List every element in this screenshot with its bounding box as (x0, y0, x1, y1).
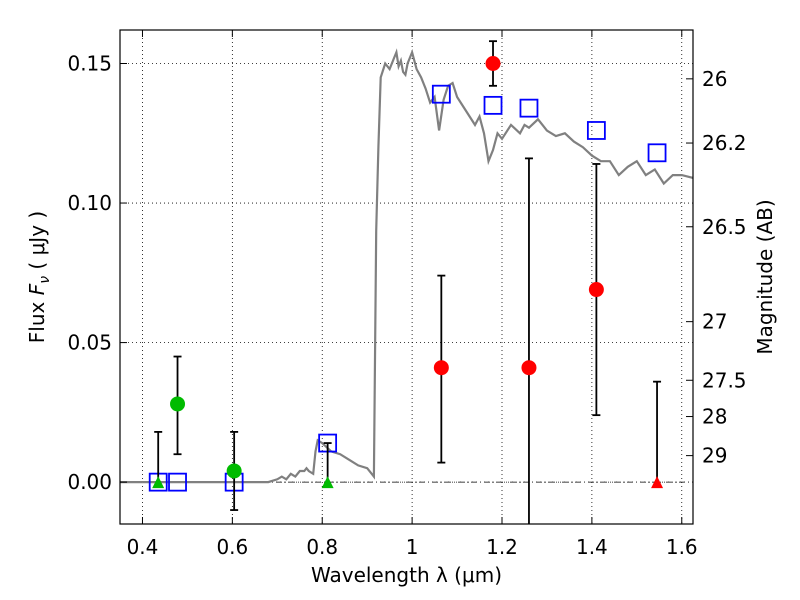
y-axis-title-symbol: F (25, 283, 49, 295)
y2-tick-label: 29 (702, 444, 727, 468)
model-square-marker (519, 98, 539, 118)
y2-tick-label: 27 (702, 310, 727, 334)
y2-tick-label: 26.2 (702, 131, 747, 155)
upper-limit-marker (152, 476, 165, 489)
model-square-marker (431, 84, 451, 104)
y-tick-label: 0.15 (67, 51, 112, 75)
data-point (485, 55, 501, 71)
data-point (433, 360, 449, 376)
x-tick-label: 1.2 (486, 535, 518, 559)
y-axis-title-suffix: ( μJy ) (25, 211, 49, 276)
y2-tick-label: 26.5 (702, 215, 747, 239)
y-tick-label: 0.00 (67, 470, 112, 494)
model-square-marker (586, 121, 606, 140)
model-square-marker (647, 143, 667, 163)
upper-limit-marker (651, 476, 664, 489)
sed-model-line (120, 48, 693, 484)
grid-layer (120, 30, 693, 524)
data-point (170, 396, 186, 412)
data-point (521, 360, 537, 376)
plot-layer (120, 40, 693, 524)
x-tick-label: 0.8 (306, 535, 338, 559)
y-axis-title-prefix: Flux (25, 295, 49, 343)
y-axis-title: Flux Fν ( μJy ) (25, 211, 53, 343)
data-point (226, 463, 242, 479)
data-point (588, 282, 604, 298)
tick-layer: 0.4 0.6 0.8 1 1.2 1.4 1.6 0.00 0.05 0.10 0.15 26 26.… (67, 30, 747, 559)
x-tick-label: 1.4 (576, 535, 608, 559)
x-tick-label: 0.4 (127, 535, 159, 559)
y2-tick-label: 26 (702, 67, 727, 91)
y2-tick-label: 28 (702, 405, 727, 429)
plot-frame (119, 29, 694, 525)
model-square-marker (168, 472, 187, 492)
x-tick-label: 1.6 (666, 535, 698, 559)
model-square-marker (483, 95, 503, 115)
upper-limit-marker (321, 476, 334, 489)
x-tick-label: 0.6 (216, 535, 248, 559)
y2-tick-label: 27.5 (702, 368, 747, 392)
x-axis-title: Wavelength λ (μm) (311, 563, 502, 587)
x-tick-label: 1 (406, 535, 419, 559)
y-tick-label: 0.05 (67, 331, 112, 355)
y-tick-label: 0.10 (67, 191, 112, 215)
y-axis-title-subscript: ν (37, 276, 53, 284)
y2-axis-title: Magnitude (AB) (753, 199, 777, 354)
